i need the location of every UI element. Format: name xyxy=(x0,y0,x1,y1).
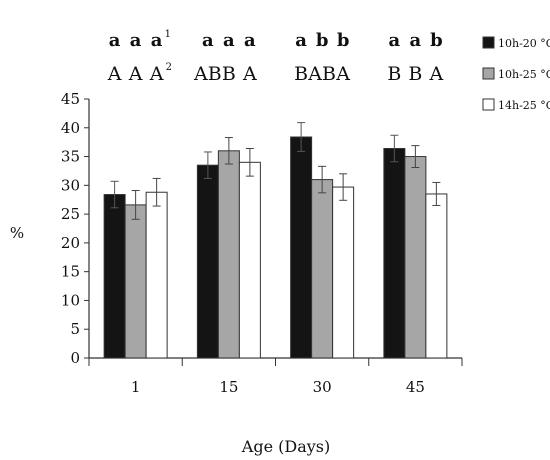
legend-swatch xyxy=(482,36,495,49)
y-tick-label: 10 xyxy=(61,291,80,309)
legend-swatch xyxy=(482,67,495,80)
footnote-superscript-lower: 1 xyxy=(165,29,171,40)
significance-letter-upper: B xyxy=(387,63,401,85)
plot-area: 0 5 10 15 20 25 30 35 40 45 1 15 30 45 xyxy=(61,90,463,396)
significance-letter-lower: a xyxy=(223,30,235,51)
significance-letter-lower: b xyxy=(316,30,329,51)
significance-letter-lower: a xyxy=(244,30,256,51)
x-tick-label: 30 xyxy=(313,378,332,396)
significance-letter-lower: a xyxy=(130,30,142,51)
y-tick-label: 5 xyxy=(70,320,80,338)
y-tick-label: 20 xyxy=(61,234,80,252)
x-tick-label: 1 xyxy=(131,378,141,396)
significance-letter-upper: AB xyxy=(193,63,222,85)
x-tick-label: 15 xyxy=(219,378,238,396)
y-tick-label: 15 xyxy=(61,263,80,281)
bar xyxy=(103,194,126,359)
significance-letter-upper: B xyxy=(294,63,308,85)
y-tick-label: 30 xyxy=(61,176,80,194)
significance-letter-upper: AB xyxy=(307,63,336,85)
legend-label: 10h-20 °C xyxy=(498,37,550,50)
bar xyxy=(383,147,406,359)
bar xyxy=(217,150,240,359)
significance-letter-upper: A xyxy=(107,63,122,85)
footnote-superscript-upper: 2 xyxy=(166,62,172,73)
significance-letter-lower: a xyxy=(410,30,422,51)
bar xyxy=(196,164,219,359)
bar xyxy=(404,156,427,359)
significance-letter-lower: b xyxy=(430,30,443,51)
bar xyxy=(425,193,448,359)
y-tick-label: 35 xyxy=(61,148,80,166)
x-tick-label: 45 xyxy=(406,378,425,396)
legend: 10h-20 °C 10h-25 °C 14h-25 °C xyxy=(482,36,550,112)
significance-letter-upper: B xyxy=(222,63,236,85)
bar xyxy=(332,186,355,359)
significance-letter-lower: a xyxy=(151,30,163,51)
bar xyxy=(290,136,313,359)
legend-label: 14h-25 °C xyxy=(498,99,550,112)
significance-letter-lower: a xyxy=(202,30,214,51)
significance-letter-upper: A xyxy=(128,63,143,85)
legend-swatch xyxy=(482,98,495,111)
significance-letter-upper: B xyxy=(408,63,422,85)
y-tick-label: 25 xyxy=(61,205,80,223)
significance-letter-lower: b xyxy=(337,30,350,51)
significance-letter-upper: A xyxy=(242,63,257,85)
significance-letter-upper: A xyxy=(335,63,350,85)
y-axis-label: % xyxy=(10,224,24,242)
legend-label: 10h-25 °C xyxy=(498,68,550,81)
bar xyxy=(311,179,334,359)
x-axis-label: Age (Days) xyxy=(241,437,330,456)
y-tick-label: 0 xyxy=(70,349,80,367)
bar xyxy=(238,161,261,359)
significance-letter-upper: A xyxy=(429,63,444,85)
significance-letter-lower: a xyxy=(389,30,401,51)
significance-letter-lower: a xyxy=(109,30,121,51)
bar xyxy=(145,191,168,359)
significance-letter-lower: a xyxy=(295,30,307,51)
significance-letter-upper: A xyxy=(149,63,164,85)
y-tick-label: 40 xyxy=(61,119,80,137)
y-tick-label: 45 xyxy=(61,90,80,108)
bar xyxy=(124,204,147,359)
